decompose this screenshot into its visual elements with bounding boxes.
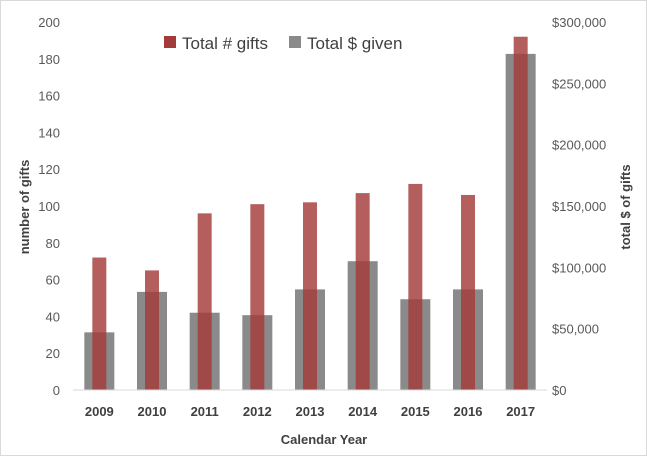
y-tick-label: 20: [46, 346, 60, 361]
legend-label-dollars: Total $ given: [307, 34, 402, 53]
y2-axis-title: total $ of gifts: [618, 164, 633, 249]
x-tick-label: 2016: [454, 404, 483, 419]
left-axis-ticks: 0 20 40 60 80 100 120 140 160 180 200: [38, 15, 60, 398]
gift-count-bars-group: [92, 36, 528, 390]
x-tick-label: 2012: [243, 404, 272, 419]
y-axis-title: number of gifts: [17, 160, 32, 255]
y-tick-label: 160: [38, 89, 60, 104]
y-tick-label: 0: [53, 383, 60, 398]
y-tick-label: 40: [46, 309, 60, 324]
gift-count-bar-2014: [355, 193, 370, 390]
gift-count-bar-2013: [303, 202, 317, 390]
y2-tick-label: $0: [552, 383, 566, 398]
legend-label-gifts: Total # gifts: [182, 34, 268, 53]
x-tick-label: 2015: [401, 404, 430, 419]
y-tick-label: 80: [46, 236, 60, 251]
x-tick-label: 2009: [85, 404, 114, 419]
y2-tick-label: $200,000: [552, 138, 606, 153]
right-axis-ticks: $0 $50,000 $100,000 $150,000 $200,000 $250,00…: [552, 15, 606, 398]
gift-count-bar-2015: [408, 183, 423, 390]
x-tick-label: 2017: [506, 404, 535, 419]
gift-count-bar-2016: [461, 194, 475, 390]
y2-tick-label: $150,000: [552, 199, 606, 214]
category-labels: 2009 2010 2011 2012 2013 2014 2015 2016 2017: [85, 404, 535, 419]
gift-count-bar-2012: [250, 204, 265, 390]
y-tick-label: 120: [38, 162, 60, 177]
legend-swatch-gifts: [164, 36, 176, 48]
y2-tick-label: $50,000: [552, 322, 599, 337]
y2-tick-label: $100,000: [552, 260, 606, 275]
x-tick-label: 2011: [191, 404, 219, 419]
legend: Total # gifts Total $ given: [164, 34, 402, 53]
y2-tick-label: $250,000: [552, 76, 606, 91]
y-tick-label: 200: [38, 15, 60, 30]
y-tick-label: 100: [38, 199, 60, 214]
x-tick-label: 2013: [296, 404, 325, 419]
gift-count-bar-2009: [92, 257, 107, 390]
legend-swatch-dollars: [289, 36, 301, 48]
x-tick-label: 2010: [138, 404, 167, 419]
gift-count-bar-2017: [513, 36, 528, 390]
gift-count-bar-2011: [197, 213, 212, 390]
gift-count-bar-2010: [145, 270, 159, 390]
y-tick-label: 60: [46, 273, 60, 288]
y2-tick-label: $300,000: [552, 15, 606, 30]
y-tick-label: 140: [38, 125, 60, 140]
y-tick-label: 180: [38, 52, 60, 67]
x-tick-label: 2014: [348, 404, 378, 419]
x-axis-title: Calendar Year: [281, 432, 367, 447]
